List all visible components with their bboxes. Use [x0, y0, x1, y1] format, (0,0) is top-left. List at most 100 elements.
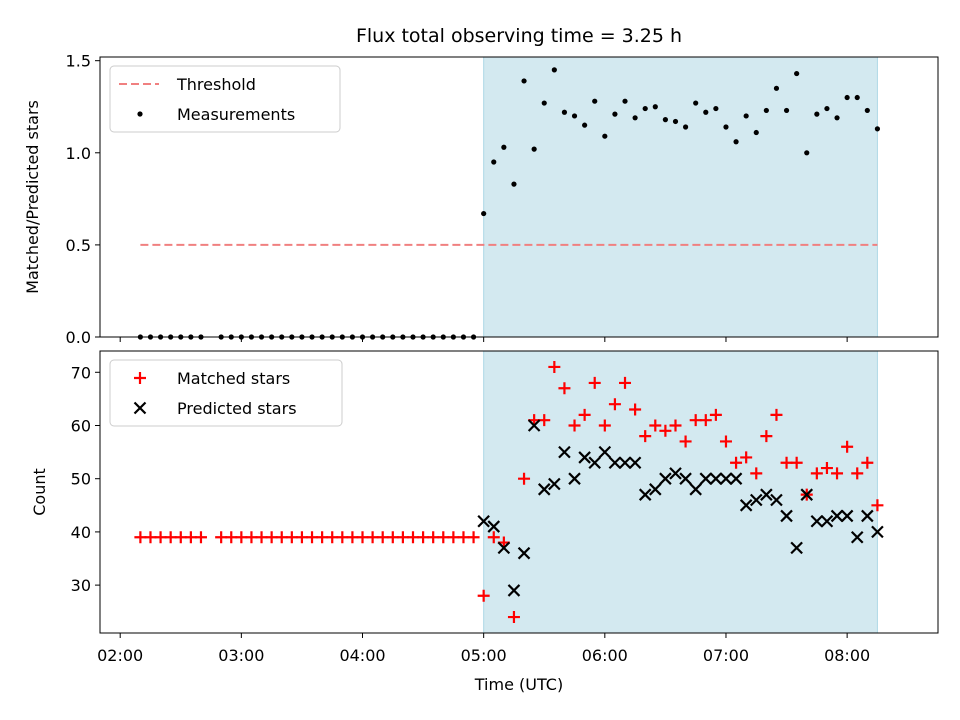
- data-point: [743, 113, 749, 119]
- x-tick-label: 06:00: [582, 646, 628, 665]
- data-point: [538, 414, 551, 427]
- data-point: [639, 430, 652, 443]
- data-point: [760, 430, 773, 443]
- data-point: [582, 122, 588, 128]
- data-point: [693, 100, 699, 106]
- data-point: [417, 531, 430, 544]
- data-point: [144, 531, 157, 544]
- data-point: [739, 499, 753, 512]
- data-point: [154, 531, 167, 544]
- y-axis-label: Count: [30, 468, 49, 516]
- data-point: [598, 445, 612, 459]
- observing-span: [483, 351, 878, 633]
- x-tick-label: 04:00: [339, 646, 385, 665]
- data-point: [336, 531, 349, 544]
- series-matched-stars: [134, 360, 884, 624]
- legend-box: [109, 65, 341, 133]
- data-point: [810, 467, 823, 480]
- y-tick-label: 0.0: [66, 328, 91, 347]
- count-panel: 30 40 50 60 70 02:00 03:00 04:00 05:00 06:00 07:00…: [30, 350, 939, 665]
- data-point: [699, 472, 713, 485]
- data-point: [548, 477, 561, 491]
- data-point: [511, 181, 517, 187]
- data-point: [662, 117, 668, 123]
- data-point: [477, 514, 490, 528]
- data-point: [642, 105, 648, 112]
- data-point: [841, 440, 854, 453]
- data-point: [871, 499, 884, 512]
- data-point: [285, 531, 298, 544]
- y-tick-label: 1.0: [66, 144, 91, 163]
- y-tick-label: 40: [71, 523, 91, 542]
- data-point: [773, 85, 780, 91]
- data-point: [659, 424, 672, 437]
- data-point: [491, 159, 497, 165]
- data-point: [669, 467, 682, 480]
- data-point: [406, 531, 419, 544]
- legend: Matched stars Predicted stars: [109, 359, 343, 427]
- legend-entry: Matched stars: [177, 369, 290, 388]
- data-point: [851, 467, 864, 480]
- data-point: [840, 509, 854, 523]
- data-point: [649, 419, 662, 432]
- data-point: [749, 493, 763, 507]
- data-point: [770, 408, 783, 421]
- data-point: [225, 531, 238, 544]
- data-point: [672, 118, 679, 125]
- data-point: [275, 531, 288, 544]
- data-point: [753, 129, 759, 136]
- data-point: [551, 67, 557, 73]
- data-point: [447, 531, 460, 544]
- x-tick-label: 03:00: [218, 646, 264, 665]
- data-point: [864, 107, 870, 114]
- data-point: [568, 419, 581, 432]
- plot-frame: [99, 56, 939, 338]
- data-point: [834, 115, 840, 121]
- legend-swatch: [134, 372, 146, 384]
- data-point: [265, 531, 278, 544]
- data-point: [831, 467, 844, 480]
- data-point: [618, 456, 632, 470]
- legend-entry: Measurements: [177, 105, 295, 124]
- data-point: [602, 133, 608, 139]
- data-point: [649, 483, 662, 496]
- data-point: [619, 376, 632, 389]
- data-point: [608, 456, 622, 470]
- y-tick-label: 60: [71, 416, 91, 435]
- data-point: [682, 124, 689, 130]
- data-point: [804, 150, 810, 156]
- x-tick-label: 07:00: [703, 646, 749, 665]
- data-point: [679, 435, 692, 448]
- data-point: [703, 109, 709, 115]
- data-point: [820, 462, 833, 475]
- data-point: [719, 435, 732, 448]
- data-point: [571, 113, 578, 119]
- data-point: [844, 94, 850, 101]
- data-point: [632, 115, 638, 121]
- data-point: [457, 531, 470, 544]
- data-point: [730, 456, 743, 469]
- data-point: [669, 419, 682, 432]
- data-point: [306, 531, 319, 544]
- data-point: [501, 144, 507, 150]
- data-point: [558, 382, 571, 395]
- data-point: [733, 139, 739, 145]
- data-point: [861, 509, 874, 523]
- data-point: [517, 546, 531, 560]
- data-point: [588, 456, 602, 470]
- data-point: [164, 531, 177, 544]
- legend-swatch: [133, 401, 147, 415]
- chart-title: Flux total observing time = 3.25 h: [356, 25, 682, 47]
- data-point: [467, 531, 480, 544]
- data-point: [578, 451, 591, 464]
- data-point: [487, 520, 501, 533]
- data-point: [814, 111, 820, 117]
- data-point: [578, 408, 591, 421]
- data-point: [659, 472, 672, 485]
- data-point: [800, 488, 814, 501]
- data-point: [215, 531, 228, 544]
- data-point: [612, 111, 618, 117]
- data-point: [861, 456, 874, 469]
- y-tick-label: 0.5: [66, 236, 91, 255]
- data-point: [638, 488, 652, 501]
